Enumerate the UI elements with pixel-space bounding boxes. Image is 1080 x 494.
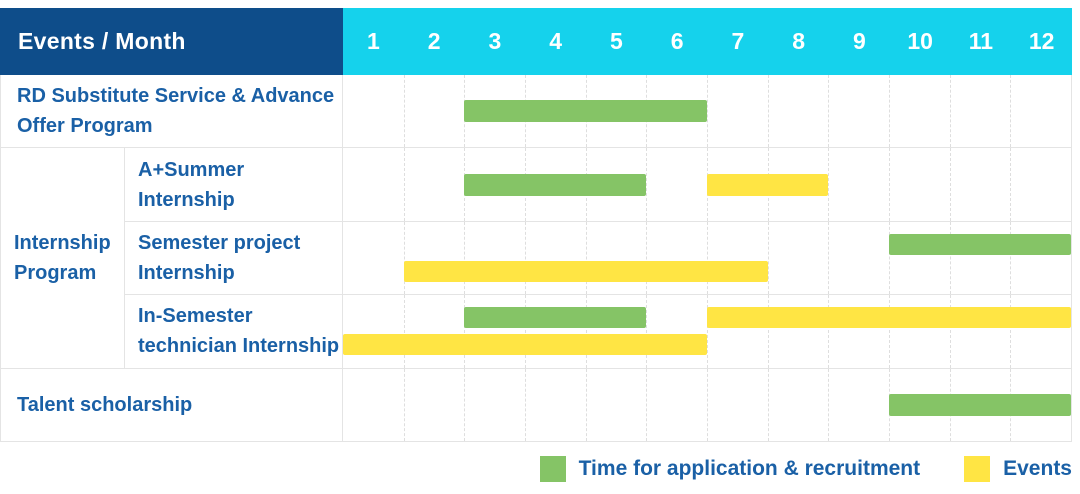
month-header-11: 11 [968,28,994,54]
month-gridline [949,148,951,221]
month-gridline [767,295,769,368]
application-period-bar [889,393,1071,416]
legend: Time for application & recruitment Event… [539,456,1072,482]
month-gridline [1010,148,1012,221]
application-period-bar [889,233,1071,255]
month-gridline [403,295,405,368]
month-gridline [525,295,526,368]
month-gridline [646,221,648,295]
month-header-strip: 1 2 3 4 5 6 7 8 9 10 11 12 [343,8,1072,75]
table-header-row: Events / Month 1 2 3 4 5 6 7 8 9 10 11 12 [0,8,1072,75]
month-header-10: 10 [907,28,933,54]
month-gridline [707,368,708,441]
row-label: A+Summer Internship [125,148,343,221]
month-gridline [403,368,405,441]
events-swatch-icon [964,456,991,482]
month-header-1: 1 [366,28,380,54]
month-header-12: 12 [1028,28,1055,54]
month-header-4: 4 [549,28,563,54]
month-header-9: 9 [852,28,866,54]
month-gridline [828,221,830,295]
group-block: Internship Program A+Summer Internship Sem… [1,148,1071,369]
table-row: RD Substitute Service & Advance Offer Pr… [1,75,1071,149]
month-gridline [403,221,405,295]
month-gridline [828,148,830,221]
month-gridline [767,75,769,148]
month-gridline [889,75,890,148]
legend-item-application: Time for application & recruitment [539,456,921,482]
month-gridline [464,295,466,368]
month-gridline [767,368,769,441]
month-gridline [889,221,890,295]
row-label: Semester project Internship [125,221,343,295]
timeline-cell [343,368,1071,441]
events-month-header: Events / Month [0,8,343,75]
month-gridline [646,295,648,368]
schedule-table: Events / Month 1 2 3 4 5 6 7 8 9 10 11 12 RD Substi… [0,8,1072,442]
month-header-6: 6 [670,28,684,54]
month-gridline [464,368,466,441]
month-gridline [949,75,951,148]
month-gridline [464,221,466,295]
table-row: A+Summer Internship [125,148,1071,222]
row-label: RD Substitute Service & Advance Offer Pr… [1,75,343,148]
table-row: In-Semester technician Internship [125,295,1071,369]
month-gridline [707,75,708,148]
legend-label-application: Time for application & recruitment [578,457,921,480]
month-header-2: 2 [427,28,441,54]
month-gridline [585,221,587,295]
month-gridline [585,368,587,441]
month-gridline [707,295,708,368]
table-row: Semester project Internship [125,221,1071,296]
events-period-bar [707,307,1071,329]
month-gridline [525,368,526,441]
month-gridline [828,368,830,441]
month-gridline [949,221,951,295]
month-header-3: 3 [488,28,502,54]
month-gridline [1010,295,1012,368]
application-period-bar [464,173,647,196]
events-period-bar [707,173,829,196]
timeline-cell [343,221,1071,295]
timeline-cell [343,75,1071,148]
month-gridline [525,221,526,295]
application-period-bar [464,100,707,123]
month-gridline [707,221,708,295]
month-gridline [585,295,587,368]
application-swatch-icon [539,456,566,482]
month-gridline [646,368,648,441]
timeline-cell [343,295,1071,368]
legend-label-events: Events [1003,457,1072,480]
month-gridline [1010,75,1012,148]
month-gridline [403,148,405,221]
month-gridline [889,148,890,221]
table-row: Talent scholarship [1,368,1071,442]
events-period-bar [343,334,707,356]
month-header-8: 8 [792,28,806,54]
month-gridline [403,75,405,148]
events-period-bar [403,260,768,282]
group-label: Internship Program [1,148,125,369]
month-gridline [767,221,769,295]
group-rows: A+Summer Internship Semester project Inte… [125,148,1071,369]
month-gridline [828,75,830,148]
timeline-cell [343,148,1071,221]
legend-item-events: Events [964,456,1072,482]
row-label: In-Semester technician Internship [125,295,343,368]
month-gridline [949,295,951,368]
month-gridline [889,295,890,368]
month-gridline [828,295,830,368]
month-header-7: 7 [731,28,745,54]
month-header-5: 5 [609,28,623,54]
row-label: Talent scholarship [1,368,343,441]
table-body: RD Substitute Service & Advance Offer Pr… [0,75,1072,442]
month-gridline [646,148,648,221]
month-gridline [1010,221,1012,295]
application-period-bar [464,307,647,329]
